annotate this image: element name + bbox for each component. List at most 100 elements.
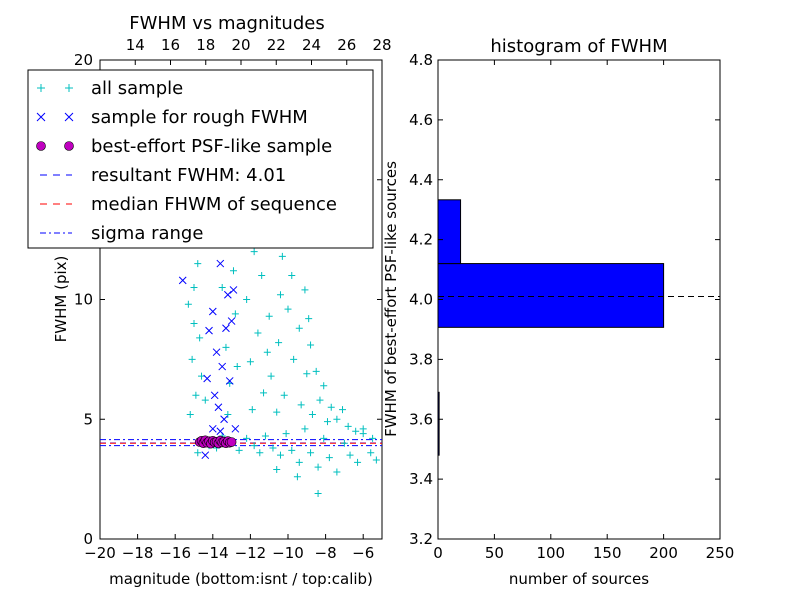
- legend-label: best-effort PSF-like sample: [91, 136, 332, 157]
- left-x-axis-label: magnitude (bottom:isnt / top:calib): [109, 570, 373, 588]
- left-scatter-plot: −20−18−16−14−12−10−8−6051015201416182022…: [27, 13, 392, 588]
- all-sample-point: [194, 449, 202, 457]
- top-x-tick-label: 26: [337, 36, 356, 54]
- top-x-tick-label: 24: [302, 36, 321, 54]
- all-sample-point: [222, 343, 230, 351]
- all-sample-point: [307, 341, 315, 349]
- top-x-tick-label: 18: [196, 36, 215, 54]
- rough-sample-point: [178, 276, 187, 285]
- all-sample-point: [372, 456, 380, 464]
- rough-sample-point: [214, 403, 223, 412]
- y-tick-label: 4.6: [409, 111, 433, 129]
- all-sample-point: [290, 355, 298, 363]
- all-sample-point: [301, 425, 309, 433]
- y-tick-label: 3.6: [409, 410, 433, 428]
- all-sample-point: [248, 406, 256, 414]
- right-histogram: 0 50 100 150 200 250 3.2 3.4 3.6 3.8 4.0 4.2 4.4 4.6 4…: [382, 36, 734, 588]
- right-axis-ticks: 0 50 100 150 200 250 3.2 3.4 3.6 3.8 4.0 4.2 4.4 4.6 4…: [409, 51, 734, 562]
- all-sample-point: [256, 449, 264, 457]
- all-sample-point: [194, 260, 202, 268]
- x-tick-label: 250: [706, 544, 735, 562]
- histogram-bars: [437, 199, 665, 456]
- legend-item: best-effort PSF-like sample: [36, 136, 332, 157]
- y-tick-label: 3.2: [409, 530, 433, 548]
- all-sample-point: [273, 408, 281, 416]
- legend-item: all sample: [37, 78, 183, 99]
- y-tick-label: 20: [74, 51, 93, 69]
- rough-sample-point: [203, 374, 212, 383]
- all-sample-point: [284, 305, 292, 313]
- left-chart-title: FWHM vs magnitudes: [129, 13, 324, 34]
- all-sample-point: [295, 324, 303, 332]
- legend-item: sigma range: [40, 223, 203, 244]
- psf-sample-points: [194, 435, 237, 449]
- all-sample-point: [229, 267, 237, 275]
- all-sample-point: [260, 389, 268, 397]
- x-tick-label: −8: [315, 544, 337, 562]
- x-tick-label: −14: [197, 544, 229, 562]
- top-x-tick-label: 16: [161, 36, 180, 54]
- all-sample-point: [320, 382, 328, 390]
- right-chart-title: histogram of FWHM: [490, 36, 667, 57]
- all-sample-point: [233, 363, 241, 371]
- all-sample-point: [235, 446, 243, 454]
- all-sample-point: [359, 425, 367, 433]
- all-sample-point: [186, 410, 194, 418]
- all-sample-point: [297, 401, 305, 409]
- rough-sample-points: [178, 238, 240, 460]
- all-sample-point: [340, 439, 348, 447]
- rough-sample-point: [208, 424, 217, 433]
- x-tick-label: 150: [593, 544, 622, 562]
- all-sample-point: [288, 272, 296, 280]
- all-sample-point: [312, 367, 320, 375]
- legend-marker: [64, 112, 74, 122]
- left-axis-ticks: −20−18−16−14−12−10−8−6051015201416182022…: [74, 36, 392, 562]
- all-sample-point: [325, 454, 333, 462]
- legend-label: resultant FWHM: 4.01: [91, 165, 286, 186]
- top-x-tick-label: 28: [372, 36, 391, 54]
- rough-sample-point: [231, 424, 240, 433]
- all-sample-point: [333, 468, 341, 476]
- legend-item: median FHWM of sequence: [40, 194, 337, 215]
- all-sample-point: [267, 372, 275, 380]
- all-sample-point: [295, 458, 303, 466]
- x-tick-label: 200: [649, 544, 678, 562]
- y-tick-label: 3.8: [409, 350, 433, 368]
- all-sample-point: [190, 319, 198, 327]
- rough-sample-point: [220, 415, 228, 424]
- rough-sample-point: [227, 317, 236, 325]
- left-reference-lines: [100, 439, 382, 447]
- x-tick-label: −16: [159, 544, 191, 562]
- all-sample-point: [293, 473, 301, 481]
- legend-marker: [65, 84, 73, 92]
- y-tick-label: 5: [83, 410, 93, 428]
- x-tick-label: −12: [235, 544, 267, 562]
- x-tick-label: −18: [122, 544, 154, 562]
- all-sample-point: [198, 372, 206, 380]
- all-sample-point: [265, 312, 273, 320]
- all-sample-point: [261, 432, 269, 440]
- all-sample-point: [339, 406, 347, 414]
- y-tick-label: 4.0: [409, 291, 433, 309]
- legend-box: [27, 69, 374, 249]
- all-sample-point: [327, 403, 335, 411]
- all-sample-point: [323, 418, 331, 426]
- rough-sample-point: [216, 259, 225, 268]
- rough-sample-point: [210, 391, 219, 400]
- right-x-axis-label: number of sources: [509, 570, 649, 588]
- all-sample-point: [354, 458, 362, 466]
- all-sample-point: [254, 329, 262, 337]
- histogram-bar: [437, 199, 462, 265]
- y-tick-label: 3.4: [409, 470, 433, 488]
- all-sample-point: [246, 358, 254, 366]
- rough-sample-point: [223, 290, 232, 299]
- y-tick-label: 4.4: [409, 171, 433, 189]
- y-tick-label: 4.8: [409, 51, 433, 69]
- all-sample-point: [276, 291, 284, 299]
- legend-marker: [37, 84, 45, 92]
- histogram-bar: [437, 263, 665, 328]
- x-tick-label: 100: [536, 544, 565, 562]
- right-y-axis-label: FWHM of best-effort PSF-like sources: [382, 161, 400, 437]
- top-x-tick-label: 22: [267, 36, 286, 54]
